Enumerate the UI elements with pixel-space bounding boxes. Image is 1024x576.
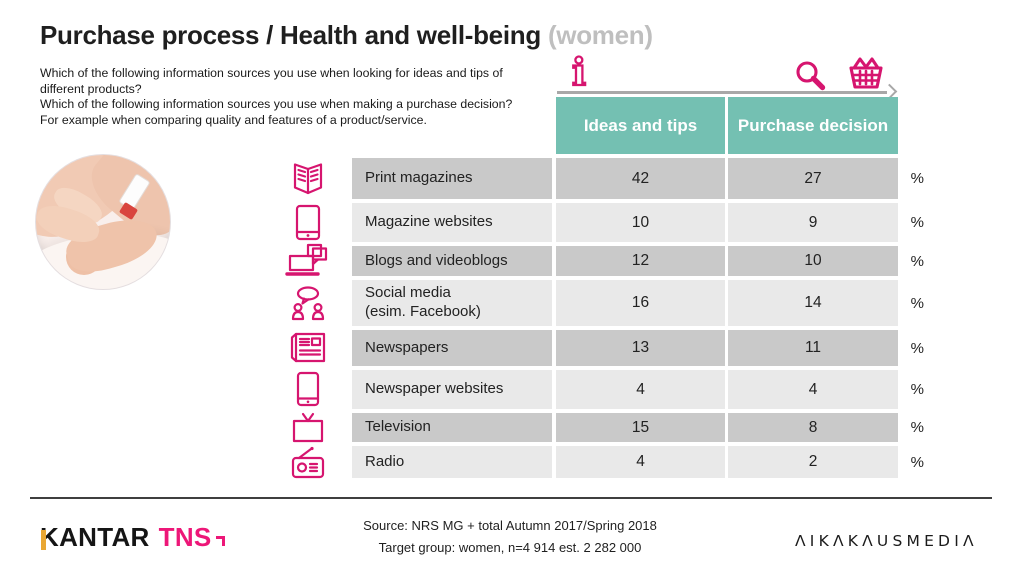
row-label: Radio (352, 446, 552, 478)
ideas-value: 42 (556, 158, 725, 199)
purchase-value: 8 (728, 413, 898, 442)
row-label: Print magazines (352, 158, 552, 199)
kantar-yellow-bar (41, 530, 46, 550)
ideas-value: 4 (556, 370, 725, 409)
percent-label: % (910, 381, 924, 398)
row-label: Social media (esim. Facebook) (352, 280, 552, 326)
percent-label: % (910, 170, 924, 187)
source-line: Source: NRS MG + total Autumn 2017/Sprin… (363, 518, 657, 533)
table-row: Radio 4 2 % (280, 446, 930, 479)
timeline-arrow (557, 91, 887, 94)
source-text: Source: NRS MG + total Autumn 2017/Sprin… (300, 515, 720, 559)
laptop-pages-icon (280, 243, 336, 276)
column-header-ideas: Ideas and tips (556, 97, 725, 154)
mobile-icon (280, 370, 336, 409)
search-icon (792, 58, 832, 94)
page-title-main: Purchase process / Health and well-being (40, 20, 541, 50)
kantar-text: KANTAR (40, 522, 150, 552)
table-row: Blogs and videoblogs 12 10 % (280, 243, 930, 276)
footer-divider (30, 497, 992, 499)
table-row: Newspapers 13 11 % (280, 330, 930, 366)
tns-mark-icon (215, 536, 225, 546)
info-icon: i (571, 50, 587, 94)
percent-label: % (910, 419, 924, 436)
column-header-purchase: Purchase decision (728, 97, 898, 154)
data-table: Print magazines 42 27 % Magazine website… (280, 158, 930, 482)
percent-label: % (910, 453, 924, 471)
question-line: Which of the following information sourc… (40, 97, 513, 112)
ideas-value: 10 (556, 203, 725, 242)
spacer (336, 158, 352, 199)
percent-label: % (910, 214, 924, 231)
newspaper-icon (280, 330, 336, 366)
magazine-icon (280, 158, 336, 199)
row-label: Magazine websites (352, 203, 552, 242)
radio-icon (280, 446, 336, 479)
target-group-line: Target group: women, n=4 914 est. 2 282 … (378, 540, 642, 555)
tv-icon (280, 412, 336, 442)
purchase-value: 9 (728, 203, 898, 242)
ideas-value: 16 (556, 280, 725, 326)
health-photo (36, 155, 170, 289)
purchase-value: 14 (728, 280, 898, 326)
question-text: Which of the following information sourc… (40, 66, 512, 129)
question-line: Which of the following information sourc… (40, 66, 503, 80)
question-line: For example when comparing quality and f… (40, 113, 427, 128)
table-row: Television 15 8 % (280, 412, 930, 442)
table-row: Print magazines 42 27 % (280, 158, 930, 199)
tns-text: TNS (158, 522, 212, 552)
ideas-value: 12 (556, 246, 725, 276)
purchase-value: 27 (728, 158, 898, 199)
row-label: Newspapers (352, 330, 552, 366)
social-people-icon (280, 280, 336, 326)
tablet-icon (280, 203, 336, 242)
ideas-value: 15 (556, 413, 725, 442)
table-row: Social media (esim. Facebook) 16 14 % (280, 280, 930, 326)
row-label: Television (352, 413, 552, 442)
page-title-suffix: (women) (547, 20, 653, 50)
purchase-value: 11 (728, 330, 898, 366)
table-row: Newspaper websites 4 4 % (280, 370, 930, 409)
row-label: Newspaper websites (352, 370, 552, 409)
table-row: Magazine websites 10 9 % (280, 203, 930, 242)
percent-label: % (910, 294, 924, 312)
purchase-value: 4 (728, 370, 898, 409)
aikakausmedia-logo: ΛIKΛKΛUSMEDIΛ (795, 532, 978, 550)
row-label: Blogs and videoblogs (352, 246, 552, 276)
percent-label: % (910, 339, 924, 357)
ideas-value: 13 (556, 330, 725, 366)
percent-label: % (910, 252, 924, 270)
page-title: Purchase process / Health and well-being… (40, 20, 653, 51)
purchase-value: 10 (728, 246, 898, 276)
kantar-tns-logo: KANTAR TNS (40, 522, 225, 553)
purchase-value: 2 (728, 446, 898, 478)
basket-icon (846, 54, 894, 92)
question-line: different products? (40, 81, 142, 96)
ideas-value: 4 (556, 446, 725, 478)
